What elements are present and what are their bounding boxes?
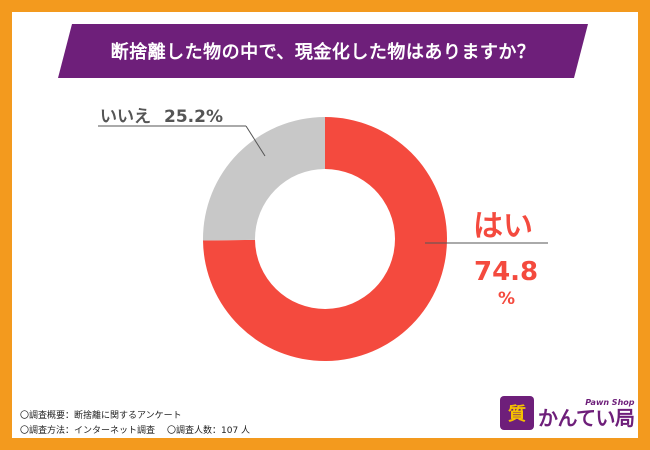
chart-title: 断捨離した物の中で、現金化した物はありますか？ <box>110 42 536 63</box>
no-label: いいえ <box>100 107 151 127</box>
survey-method: 〇調査方法：インターネット調査 <box>20 426 156 436</box>
pie-slice-yes <box>203 117 447 361</box>
no-value: 25.2% <box>164 107 223 127</box>
title-banner: 断捨離した物の中で、現金化した物はありますか？ <box>58 24 588 78</box>
logo-subtitle: Pawn Shop <box>585 397 635 407</box>
survey-method-line: 〇調査方法：インターネット調査 〇調査人数：107 人 <box>20 423 250 436</box>
yes-unit: % <box>498 289 515 309</box>
no-leader-line <box>245 125 266 157</box>
pawn-shop-logo-icon: 質 <box>500 396 534 430</box>
yes-value: 74.8 <box>474 257 538 287</box>
chart-card: 断捨離した物の中で、現金化した物はありますか？ いいえ 25.2% はい 74.… <box>12 12 638 438</box>
survey-overview: 〇調査概要：断捨離に関するアンケート <box>20 411 182 421</box>
logo-name: かんてい局 <box>538 405 635 430</box>
survey-count: 〇調査人数：107 人 <box>167 426 251 436</box>
donut-chart: いいえ 25.2% はい 74.8 % <box>98 107 548 361</box>
pie-slice-no <box>203 117 325 241</box>
yes-label: はい <box>473 209 533 244</box>
brand-logo: 質 Pawn Shop かんてい局 <box>500 396 635 430</box>
